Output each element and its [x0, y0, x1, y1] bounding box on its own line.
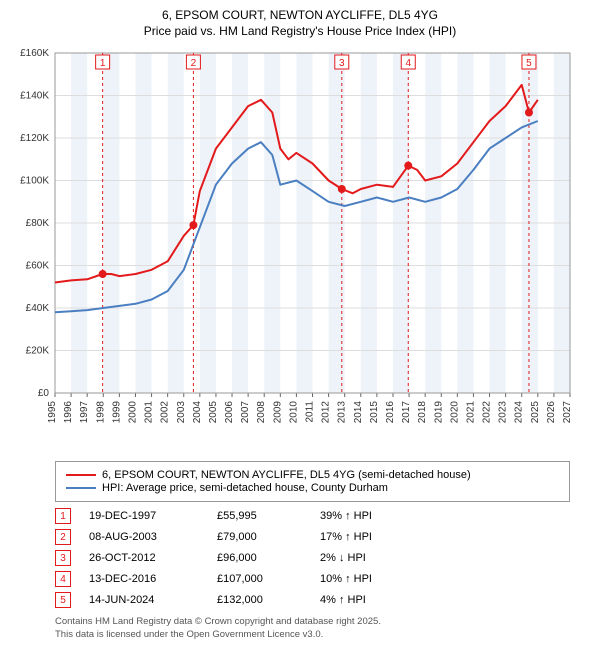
event-delta: 10% ↑ HPI: [320, 573, 430, 585]
legend-swatch: [66, 487, 96, 489]
svg-text:£60K: £60K: [26, 261, 50, 272]
svg-text:2001: 2001: [144, 401, 155, 424]
footnote-line2: This data is licensed under the Open Gov…: [55, 629, 570, 641]
event-marker: 5: [55, 592, 71, 608]
svg-text:1997: 1997: [79, 401, 90, 424]
svg-text:2016: 2016: [385, 401, 396, 424]
svg-text:2000: 2000: [127, 401, 138, 424]
legend-swatch: [66, 474, 96, 476]
svg-text:2024: 2024: [514, 401, 525, 424]
svg-text:2019: 2019: [433, 401, 444, 424]
svg-text:1996: 1996: [63, 401, 74, 424]
svg-text:£120K: £120K: [20, 133, 49, 144]
svg-text:2002: 2002: [160, 401, 171, 424]
event-price: £96,000: [217, 552, 302, 564]
legend-label: 6, EPSOM COURT, NEWTON AYCLIFFE, DL5 4YG…: [102, 469, 471, 481]
footnote-line1: Contains HM Land Registry data © Crown c…: [55, 616, 570, 628]
svg-text:£80K: £80K: [26, 218, 50, 229]
svg-text:2: 2: [191, 58, 197, 69]
legend-item: 6, EPSOM COURT, NEWTON AYCLIFFE, DL5 4YG…: [66, 469, 559, 481]
svg-text:2004: 2004: [192, 401, 203, 424]
svg-text:2013: 2013: [337, 401, 348, 424]
event-marker: 3: [55, 550, 71, 566]
svg-text:£100K: £100K: [20, 176, 49, 187]
event-price: £107,000: [217, 573, 302, 585]
svg-text:2021: 2021: [465, 401, 476, 424]
event-date: 19-DEC-1997: [89, 510, 199, 522]
svg-text:2014: 2014: [353, 401, 364, 424]
legend-item: HPI: Average price, semi-detached house,…: [66, 482, 559, 494]
event-marker: 4: [55, 571, 71, 587]
chart-title-block: 6, EPSOM COURT, NEWTON AYCLIFFE, DL5 4YG…: [0, 0, 600, 43]
event-price: £79,000: [217, 531, 302, 543]
svg-text:£160K: £160K: [20, 48, 49, 59]
svg-text:2009: 2009: [272, 401, 283, 424]
event-delta: 4% ↑ HPI: [320, 594, 430, 606]
svg-text:2017: 2017: [401, 401, 412, 424]
event-marker: 2: [55, 529, 71, 545]
event-date: 26-OCT-2012: [89, 552, 199, 564]
svg-text:2003: 2003: [176, 401, 187, 424]
event-delta: 17% ↑ HPI: [320, 531, 430, 543]
chart-area: £0 £20K £40K £60K £80K £100K £120K £140K £160K 19…: [0, 43, 600, 453]
svg-text:2025: 2025: [530, 401, 541, 424]
event-delta: 2% ↓ HPI: [320, 552, 430, 564]
event-date: 08-AUG-2003: [89, 531, 199, 543]
svg-text:2023: 2023: [498, 401, 509, 424]
event-price: £55,995: [217, 510, 302, 522]
svg-text:£0: £0: [38, 388, 50, 399]
svg-text:£140K: £140K: [20, 91, 49, 102]
event-row: 4 13-DEC-2016 £107,000 10% ↑ HPI: [55, 571, 570, 587]
svg-text:2020: 2020: [449, 401, 460, 424]
legend: 6, EPSOM COURT, NEWTON AYCLIFFE, DL5 4YG…: [55, 461, 570, 502]
event-row: 3 26-OCT-2012 £96,000 2% ↓ HPI: [55, 550, 570, 566]
event-row: 1 19-DEC-1997 £55,995 39% ↑ HPI: [55, 508, 570, 524]
svg-text:2005: 2005: [208, 401, 219, 424]
title-line2: Price paid vs. HM Land Registry's House …: [0, 24, 600, 40]
event-date: 14-JUN-2024: [89, 594, 199, 606]
svg-text:5: 5: [526, 58, 532, 69]
event-date: 13-DEC-2016: [89, 573, 199, 585]
event-row: 5 14-JUN-2024 £132,000 4% ↑ HPI: [55, 592, 570, 608]
svg-text:2010: 2010: [288, 401, 299, 424]
svg-text:2012: 2012: [321, 401, 332, 424]
events-table: 1 19-DEC-1997 £55,995 39% ↑ HPI 2 08-AUG-2003…: [55, 508, 570, 608]
svg-text:1999: 1999: [111, 401, 122, 424]
svg-text:1995: 1995: [47, 401, 58, 424]
svg-text:2026: 2026: [546, 401, 557, 424]
svg-text:2018: 2018: [417, 401, 428, 424]
legend-label: HPI: Average price, semi-detached house,…: [102, 482, 388, 494]
event-marker: 1: [55, 508, 71, 524]
svg-text:2007: 2007: [240, 401, 251, 424]
svg-text:£20K: £20K: [26, 346, 50, 357]
svg-text:2022: 2022: [482, 401, 493, 424]
event-row: 2 08-AUG-2003 £79,000 17% ↑ HPI: [55, 529, 570, 545]
svg-text:2015: 2015: [369, 401, 380, 424]
svg-text:£40K: £40K: [26, 303, 50, 314]
svg-text:1: 1: [100, 58, 106, 69]
line-chart: £0 £20K £40K £60K £80K £100K £120K £140K £160K 19…: [0, 43, 600, 453]
footnote: Contains HM Land Registry data © Crown c…: [55, 616, 570, 641]
svg-text:2027: 2027: [562, 401, 573, 424]
svg-text:2011: 2011: [305, 401, 316, 423]
svg-text:2008: 2008: [256, 401, 267, 424]
title-line1: 6, EPSOM COURT, NEWTON AYCLIFFE, DL5 4YG: [0, 8, 600, 24]
event-delta: 39% ↑ HPI: [320, 510, 430, 522]
svg-text:3: 3: [339, 58, 345, 69]
svg-text:4: 4: [405, 58, 411, 69]
event-price: £132,000: [217, 594, 302, 606]
svg-text:1998: 1998: [95, 401, 106, 424]
svg-text:2006: 2006: [224, 401, 235, 424]
